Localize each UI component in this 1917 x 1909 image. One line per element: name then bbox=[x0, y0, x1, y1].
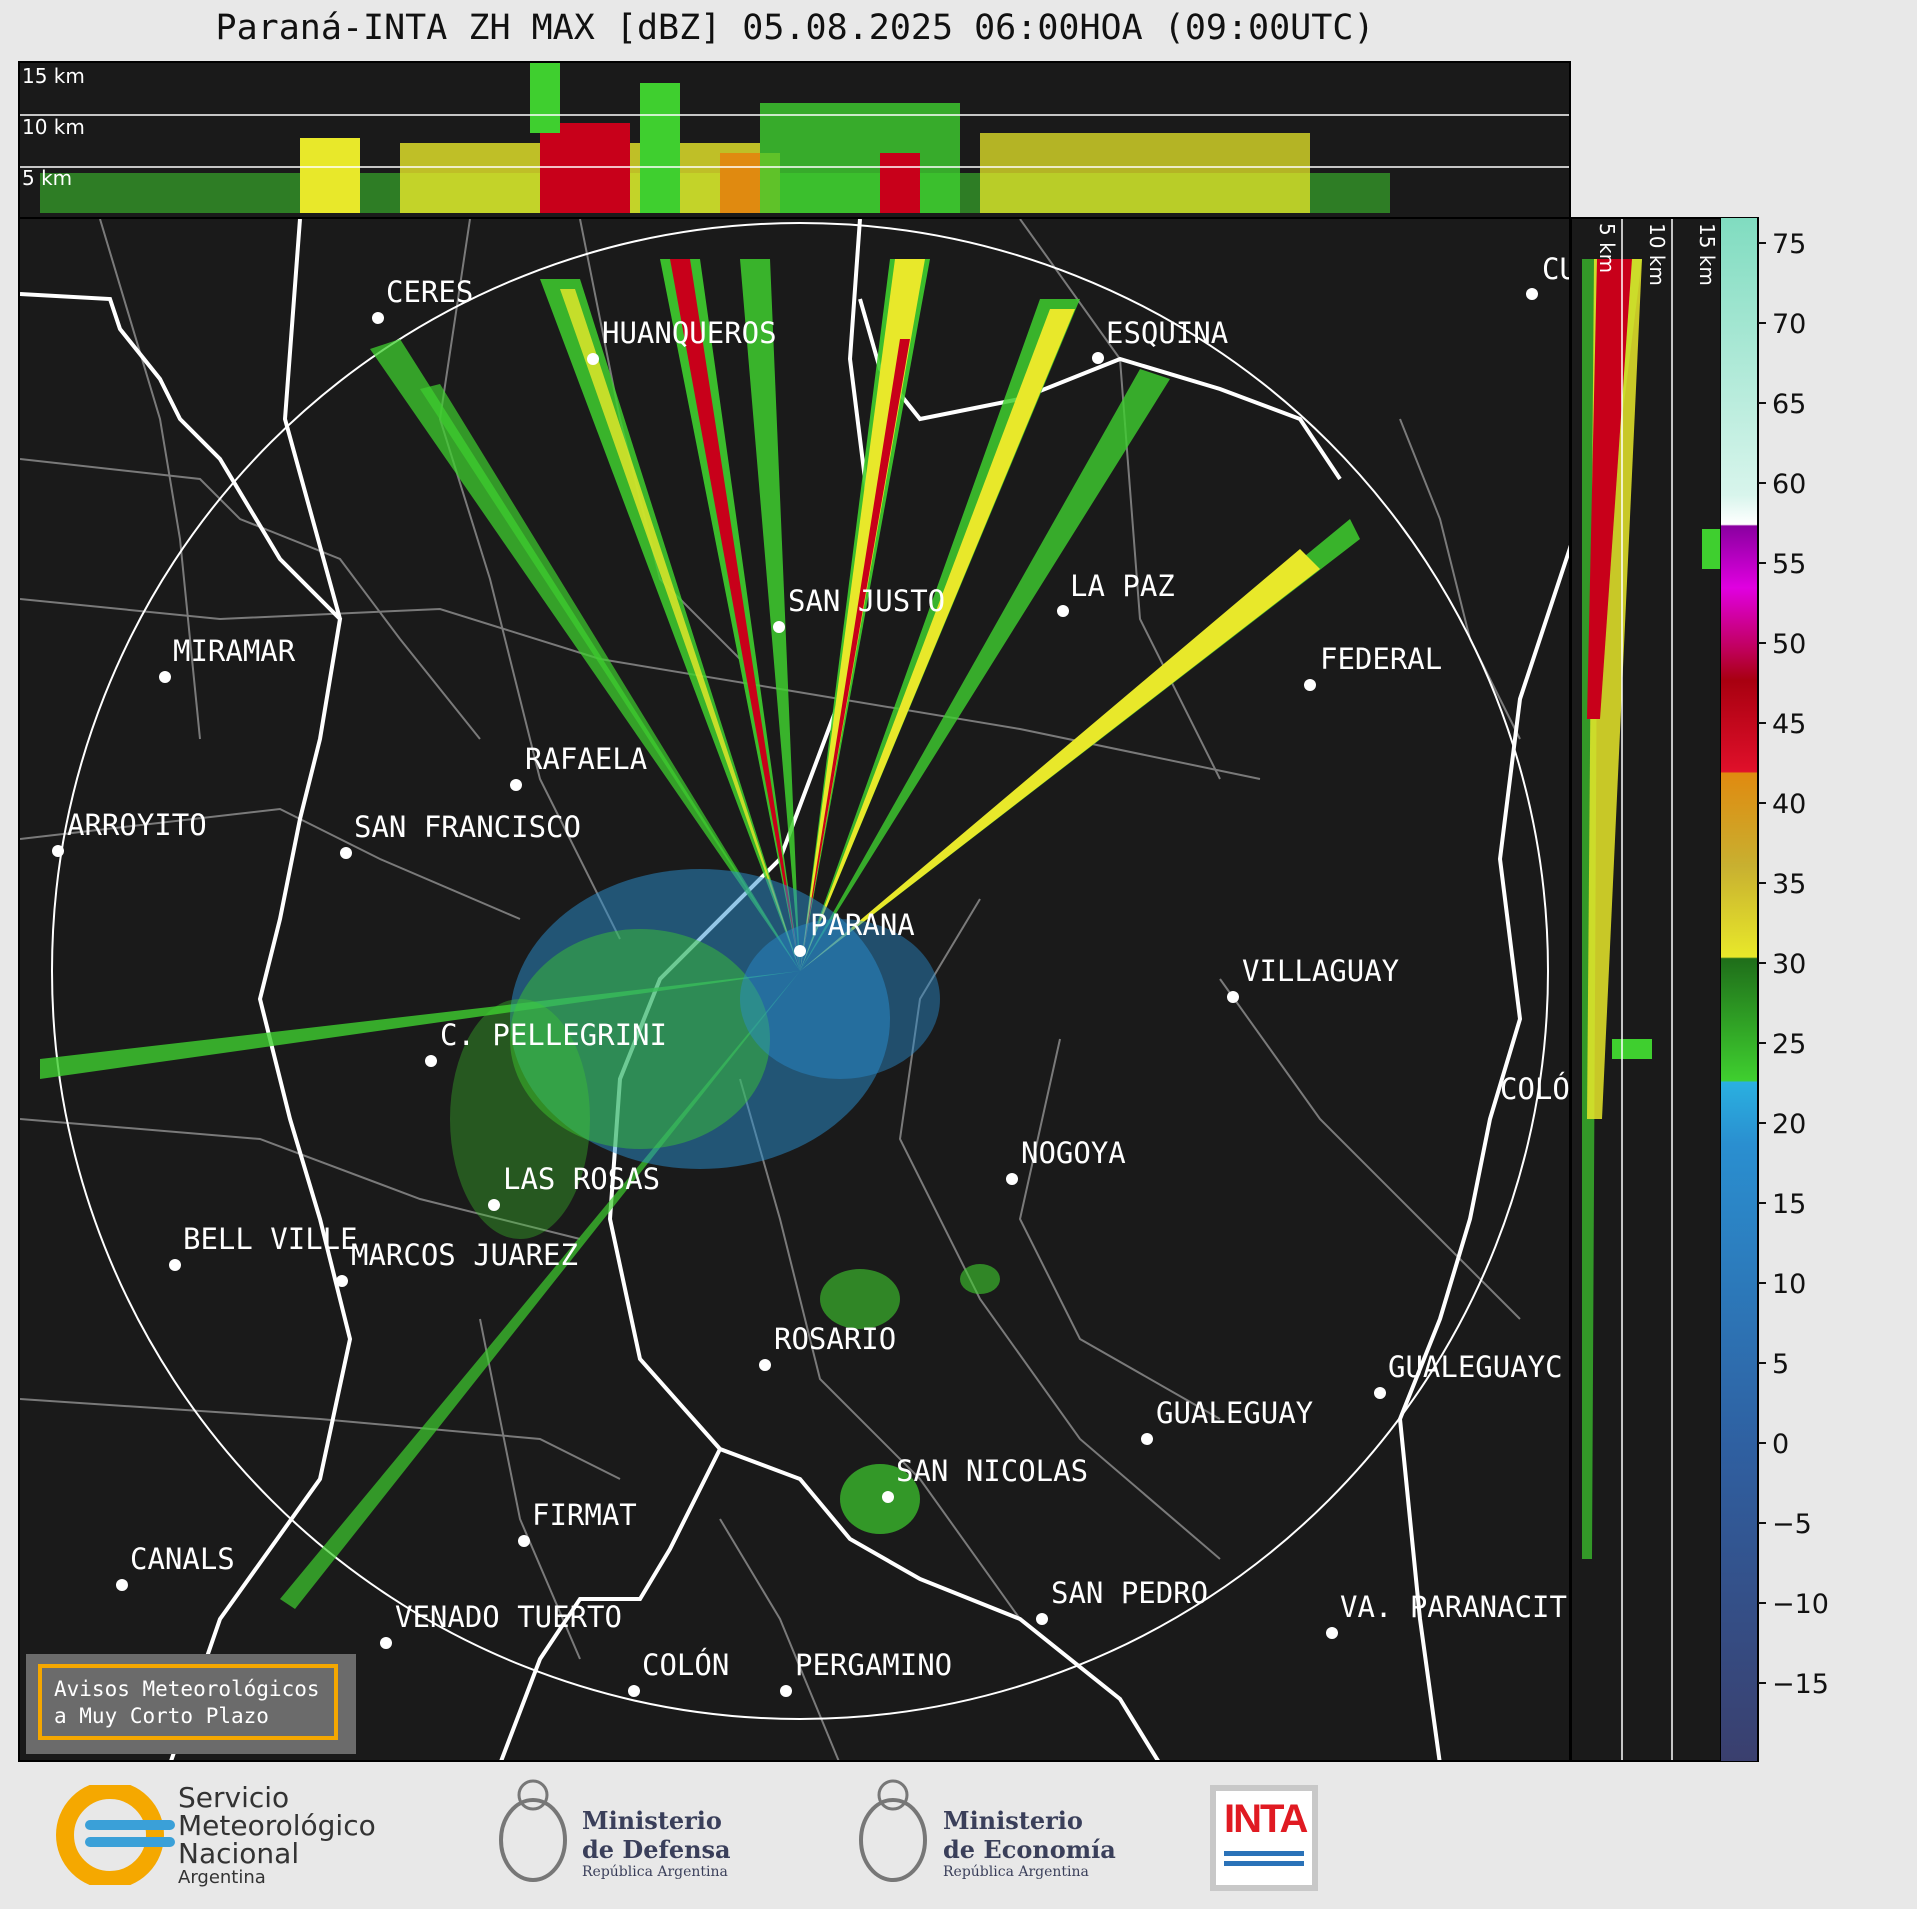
city-miramar: MIRAMAR bbox=[173, 634, 296, 668]
warning-line-2: a Muy Corto Plazo bbox=[54, 1704, 269, 1728]
colorbar-tick-label: 50 bbox=[1772, 629, 1806, 660]
city-gualeguayc: GUALEGUAYC bbox=[1388, 1350, 1563, 1384]
smn-line-3: Nacional bbox=[178, 1837, 300, 1870]
city-villaguay: VILLAGUAY bbox=[1242, 954, 1399, 988]
economia-seal-icon bbox=[859, 1779, 927, 1882]
city-colon: COLÓN bbox=[642, 1648, 729, 1682]
smn-logo-text: Servicio Meteorológico Nacional Argentin… bbox=[178, 1784, 376, 1888]
economia-line-3: República Argentina bbox=[943, 1864, 1089, 1880]
city-firmat: FIRMAT bbox=[532, 1498, 637, 1532]
colorbar-tick-label: 65 bbox=[1772, 389, 1806, 420]
city-la-paz: LA PAZ bbox=[1070, 569, 1175, 603]
logo-footer: Servicio Meteorológico Nacional Argentin… bbox=[0, 1770, 1917, 1909]
colorbar-tick-label: 15 bbox=[1772, 1189, 1806, 1220]
inta-logo-text: INTA bbox=[1224, 1797, 1308, 1841]
colorbar-tick-label: 0 bbox=[1772, 1429, 1789, 1460]
city-ceres: CERES bbox=[386, 275, 473, 309]
warning-line-1: Avisos Meteorológicos bbox=[54, 1677, 320, 1701]
colorbar-tick-label: 70 bbox=[1772, 309, 1806, 340]
colorbar-tick-label: 40 bbox=[1772, 789, 1806, 820]
city-arroyito: ARROYITO bbox=[67, 808, 207, 842]
radar-map-svg: CERES HUANQUEROS ESQUINA SAN JUSTO LA PA… bbox=[20, 219, 1571, 1760]
city-canals: CANALS bbox=[130, 1542, 235, 1576]
defensa-line-3: República Argentina bbox=[582, 1864, 728, 1880]
side-alt-5: 5 km bbox=[1595, 223, 1619, 273]
top-alt-10: 10 km bbox=[22, 115, 85, 139]
colorbar-bar bbox=[1720, 217, 1759, 1762]
city-rafaela: RAFAELA bbox=[525, 742, 647, 776]
economia-line-2: de Economía bbox=[943, 1835, 1116, 1864]
radar-map-panel: CERES HUANQUEROS ESQUINA SAN JUSTO LA PA… bbox=[18, 217, 1571, 1762]
colorbar-tick-label: 45 bbox=[1772, 709, 1806, 740]
colorbar-tick-label: 5 bbox=[1772, 1349, 1789, 1380]
range-ring bbox=[51, 222, 1549, 1720]
city-san-francisco: SAN FRANCISCO bbox=[354, 810, 581, 844]
city-c-pellegrini: C. PELLEGRINI bbox=[440, 1018, 667, 1052]
colorbar-tick-label: 25 bbox=[1772, 1029, 1806, 1060]
colorbar-tick-label: 75 bbox=[1772, 229, 1806, 260]
radar-echoes bbox=[40, 259, 1360, 1609]
warning-box: Avisos Meteorológicos a Muy Corto Plazo bbox=[26, 1654, 356, 1754]
colorbar-tick-label: 55 bbox=[1772, 549, 1806, 580]
smn-line-1: Servicio bbox=[178, 1781, 290, 1814]
warning-box-frame: Avisos Meteorológicos a Muy Corto Plazo bbox=[38, 1664, 338, 1740]
inta-logo: INTA bbox=[1210, 1785, 1318, 1891]
colorbar-tick-label: 35 bbox=[1772, 869, 1806, 900]
city-pergamino: PERGAMINO bbox=[795, 1648, 952, 1682]
economia-line-1: Ministerio bbox=[943, 1806, 1083, 1835]
defensa-logo-text: Ministerio de Defensa República Argentin… bbox=[582, 1806, 731, 1880]
city-bell-ville: BELL VILLE bbox=[183, 1222, 358, 1256]
side-echoes bbox=[1582, 259, 1721, 1559]
city-san-nicolas: SAN NICOLAS bbox=[896, 1454, 1088, 1488]
city-federal: FEDERAL bbox=[1320, 642, 1442, 676]
smn-line-2: Meteorológico bbox=[178, 1809, 376, 1842]
side-alt-10: 10 km bbox=[1645, 223, 1669, 286]
city-san-justo: SAN JUSTO bbox=[788, 584, 945, 618]
city-las-rosas: LAS ROSAS bbox=[503, 1162, 660, 1196]
side-alt-15: 15 km bbox=[1695, 223, 1719, 286]
smn-line-4: Argentina bbox=[178, 1867, 266, 1888]
top-alt-5: 5 km bbox=[22, 166, 72, 190]
city-marcos-juarez: MARCOS JUAREZ bbox=[351, 1238, 578, 1272]
city-parana: PARANA bbox=[810, 908, 915, 942]
city-esquina: ESQUINA bbox=[1106, 316, 1228, 350]
economia-logo-text: Ministerio de Economía República Argenti… bbox=[943, 1806, 1116, 1880]
smn-logo-icon bbox=[56, 1785, 175, 1885]
side-cross-section-svg: 5 km 10 km 15 km bbox=[1582, 219, 1721, 1760]
top-cross-section-panel: 15 km 10 km 5 km bbox=[18, 61, 1571, 219]
defensa-line-2: de Defensa bbox=[582, 1835, 731, 1864]
city-nogoya: NOGOYA bbox=[1021, 1136, 1126, 1170]
colorbar-tick-label: 10 bbox=[1772, 1269, 1806, 1300]
city-markers: CERES HUANQUEROS ESQUINA SAN JUSTO LA PA… bbox=[52, 252, 1571, 1697]
city-huanqueros: HUANQUEROS bbox=[602, 316, 777, 350]
defensa-line-1: Ministerio bbox=[582, 1806, 722, 1835]
top-cross-section-svg: 15 km 10 km 5 km bbox=[20, 63, 1569, 213]
city-venado-tuerto: VENADO TUERTO bbox=[395, 1600, 622, 1634]
city-colo: COLÓ bbox=[1500, 1072, 1570, 1106]
city-gualeguay: GUALEGUAY bbox=[1156, 1396, 1313, 1430]
city-va-paranacit: VA. PARANACIT bbox=[1340, 1590, 1567, 1624]
colorbar-tick-label: 30 bbox=[1772, 949, 1806, 980]
colorbar-tick-label: −10 bbox=[1772, 1589, 1829, 1620]
colorbar-tick-label: 20 bbox=[1772, 1109, 1806, 1140]
side-cross-section-panel: 5 km 10 km 15 km bbox=[1570, 217, 1723, 1762]
colorbar-tick-label: 60 bbox=[1772, 469, 1806, 500]
colorbar-tick-label: −15 bbox=[1772, 1669, 1829, 1700]
chart-title: Paraná-INTA ZH MAX [dBZ] 05.08.2025 06:0… bbox=[215, 8, 1375, 48]
colorbar-tick-label: −5 bbox=[1772, 1509, 1812, 1540]
city-rosario: ROSARIO bbox=[774, 1322, 896, 1356]
top-alt-15: 15 km bbox=[22, 64, 85, 88]
city-san-pedro: SAN PEDRO bbox=[1051, 1576, 1208, 1610]
city-cu: CU bbox=[1542, 252, 1571, 286]
top-echoes bbox=[40, 63, 1390, 213]
defensa-seal-icon bbox=[499, 1779, 567, 1882]
